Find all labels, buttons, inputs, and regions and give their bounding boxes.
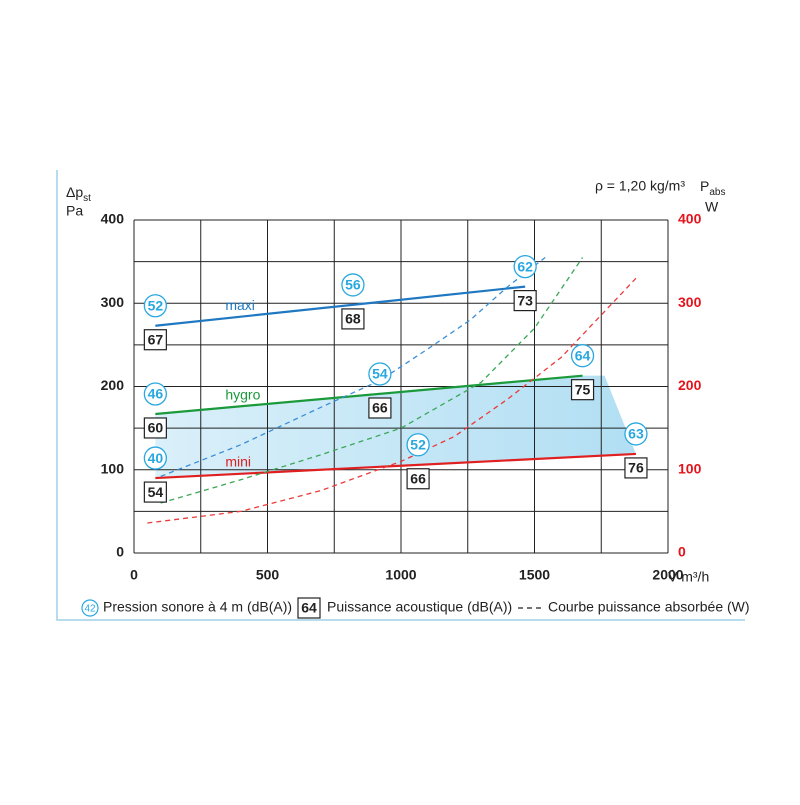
pressure-badge bbox=[513, 254, 537, 279]
power-badge bbox=[143, 417, 167, 439]
pressure-badge bbox=[406, 433, 430, 457]
operating-point: 64 75 bbox=[570, 344, 595, 401]
y-tick-label: 300 bbox=[101, 294, 125, 310]
operating-point: 56 68 bbox=[341, 273, 365, 330]
sound-power: 68 bbox=[345, 311, 361, 327]
pressure-badge bbox=[143, 446, 168, 470]
pressure-badge bbox=[570, 344, 595, 368]
y2-label: Pabs bbox=[700, 178, 725, 198]
x-tick-label: 1500 bbox=[519, 567, 550, 583]
y2-label-main: P bbox=[700, 178, 709, 194]
y-tick-label: 100 bbox=[101, 460, 125, 476]
legend-curve-text: Courbe puissance absorbée (W) bbox=[548, 599, 750, 615]
y-label-main: Δp bbox=[66, 184, 83, 200]
x-tick-label: 0 bbox=[130, 567, 138, 583]
y-label-sub: st bbox=[83, 193, 91, 204]
power-curve bbox=[160, 257, 584, 504]
sound-pressure: 62 bbox=[517, 258, 533, 274]
y-label: Δpst bbox=[66, 184, 91, 204]
power-badge bbox=[570, 379, 595, 401]
y2-label-sub: abs bbox=[709, 187, 725, 198]
x-label: V̇ m³/h bbox=[668, 569, 709, 585]
legend-pressure-badge bbox=[81, 599, 99, 617]
sound-power: 75 bbox=[575, 381, 591, 397]
density-note: ρ = 1,20 kg/m³ bbox=[595, 178, 685, 194]
pressure-badge bbox=[143, 382, 168, 406]
sound-power: 66 bbox=[410, 470, 426, 486]
power-badge bbox=[624, 457, 648, 479]
operating-point: 46 60 bbox=[143, 382, 168, 439]
series-label: mini bbox=[225, 453, 251, 469]
x-tick-label: 2000 bbox=[652, 567, 683, 583]
legend-power-text: Puissance acoustique (dB(A)) bbox=[327, 599, 512, 615]
sound-power: 54 bbox=[148, 484, 164, 500]
y2-tick-label: 400 bbox=[678, 211, 702, 227]
sound-pressure: 64 bbox=[575, 347, 591, 363]
sound-pressure: 52 bbox=[148, 297, 164, 313]
operating-point: 52 67 bbox=[143, 294, 168, 351]
sound-power: 67 bbox=[148, 331, 164, 347]
power-badge bbox=[406, 468, 430, 490]
operating-point: 52 66 bbox=[406, 433, 430, 490]
y2-tick-label: 300 bbox=[678, 294, 702, 310]
power-badge bbox=[143, 481, 167, 503]
pressure-curve bbox=[155, 374, 583, 416]
sound-power: 73 bbox=[517, 292, 533, 308]
power-curve bbox=[160, 256, 546, 478]
operating-area bbox=[155, 375, 636, 479]
power-badge bbox=[341, 308, 365, 330]
sound-pressure: 46 bbox=[148, 386, 164, 402]
y-label-unit: Pa bbox=[66, 203, 83, 219]
pressure-badge bbox=[624, 422, 648, 446]
y2-tick-label: 0 bbox=[678, 544, 686, 560]
pressure-badge bbox=[341, 273, 365, 297]
y2-label-unit: W bbox=[705, 199, 719, 215]
sound-pressure: 40 bbox=[148, 450, 164, 466]
x-tick-label: 1000 bbox=[385, 567, 416, 583]
sound-pressure: 52 bbox=[410, 436, 426, 452]
sound-power: 66 bbox=[372, 400, 388, 416]
y2-tick-label: 100 bbox=[678, 460, 702, 476]
sound-pressure: 56 bbox=[345, 277, 361, 293]
y-tick-label: 400 bbox=[101, 211, 125, 227]
legend-power-badge bbox=[297, 597, 321, 619]
sound-pressure: 54 bbox=[372, 366, 388, 382]
legend-power-sample: 64 bbox=[301, 600, 317, 616]
operating-point: 63 76 bbox=[624, 422, 648, 479]
frame bbox=[56, 170, 745, 621]
pressure-curve bbox=[155, 452, 637, 480]
legend-pressure-sample: 42 bbox=[84, 604, 96, 615]
legend-pressure-text: Pression sonore à 4 m (dB(A)) bbox=[103, 599, 292, 615]
pressure-badge bbox=[368, 362, 392, 386]
power-badge bbox=[513, 290, 537, 312]
x-tick-label: 500 bbox=[256, 567, 280, 583]
series-label: maxi bbox=[225, 297, 255, 313]
y-tick-label: 200 bbox=[101, 377, 125, 393]
operating-point: 40 54 bbox=[143, 446, 168, 503]
operating-point: 54 66 bbox=[368, 362, 392, 419]
sound-power: 76 bbox=[628, 460, 644, 476]
pressure-badge bbox=[143, 294, 168, 318]
sound-pressure: 63 bbox=[628, 426, 644, 442]
operating-point: 62 73 bbox=[513, 254, 537, 312]
pressure-curve bbox=[155, 285, 526, 327]
y2-tick-label: 200 bbox=[678, 377, 702, 393]
series-label: hygro bbox=[225, 386, 260, 402]
power-badge bbox=[143, 329, 167, 351]
sound-power: 60 bbox=[148, 420, 164, 436]
power-badge bbox=[368, 397, 392, 419]
y-tick-label: 0 bbox=[116, 544, 124, 560]
